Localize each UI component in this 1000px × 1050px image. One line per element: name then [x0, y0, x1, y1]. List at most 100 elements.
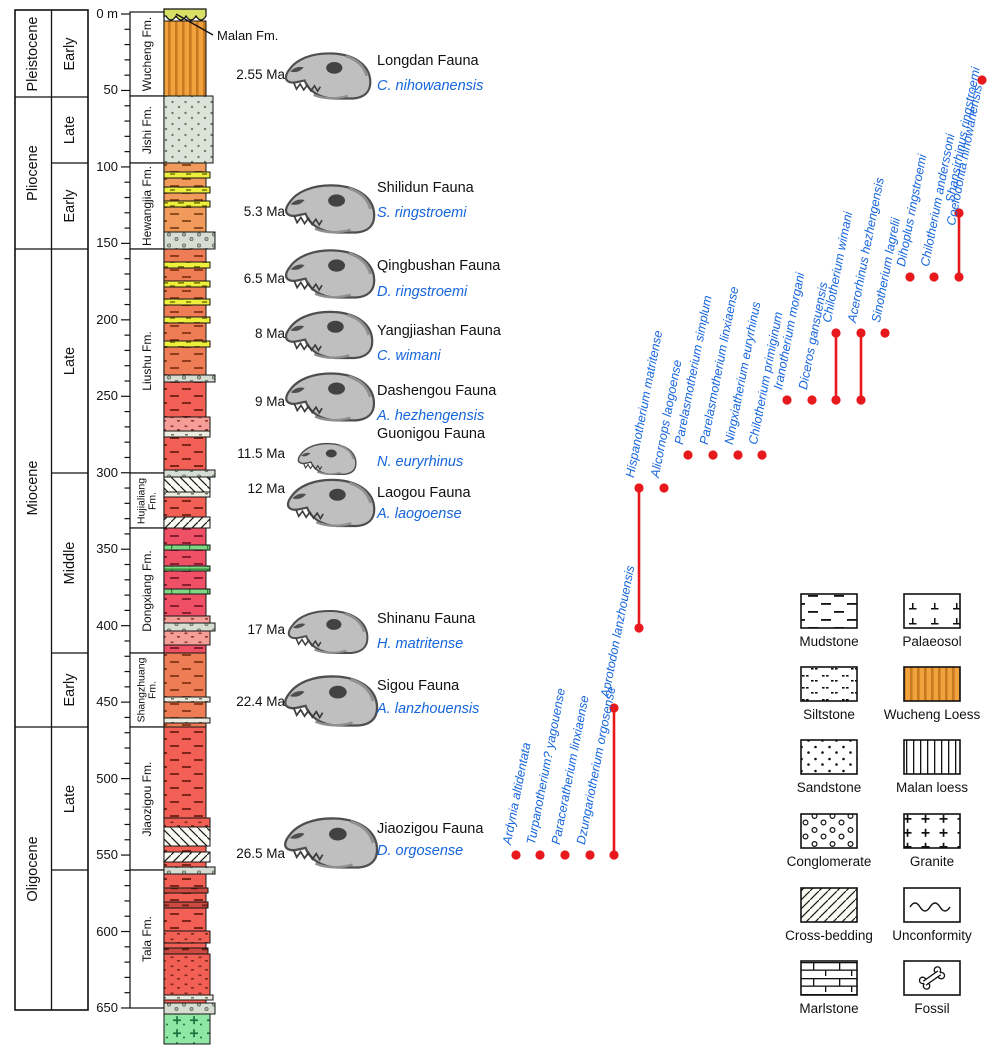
lith-bed-mud_orange: [163, 206, 207, 233]
lith-bed-mud_orange: [163, 177, 207, 188]
range-dot: [609, 850, 619, 860]
lith-bed-palaeosol: [163, 298, 211, 306]
formation-box: [129, 472, 165, 529]
range-dot: [929, 272, 939, 282]
legend-swatch-siltstone: [800, 666, 858, 702]
formation-box: [129, 652, 165, 728]
lith-bed-crossbed_l: [163, 476, 211, 493]
unconformity-wave-icon: [909, 902, 951, 912]
malan-callout-line: [175, 13, 214, 36]
lith-bed-darkred: [163, 887, 209, 894]
lith-bed-granite: [163, 1013, 211, 1045]
range-dot: [977, 75, 987, 85]
lith-bed-mud_salmon: [163, 701, 207, 719]
range-dot: [807, 395, 817, 405]
range-dot: [856, 328, 866, 338]
lith-bed-marl_green: [163, 544, 211, 551]
legend-swatch-crossbedding: [800, 887, 858, 923]
lith-bed-mud_crimson: [163, 570, 207, 590]
lith-bed-mud_crimson: [163, 593, 207, 617]
lith-bed-palaeosol: [163, 316, 211, 324]
legend-swatch-granite: [903, 813, 961, 849]
lith-bed-mud_salmon: [163, 322, 207, 342]
range-dot: [585, 850, 595, 860]
legend-swatch-mudstone: [800, 593, 858, 629]
range-dot: [954, 208, 964, 218]
lith-bed-palaeosol: [163, 261, 211, 269]
range-dot: [831, 395, 841, 405]
lith-bed-darkred: [163, 947, 209, 955]
lith-bed-mud_salmon: [163, 248, 207, 263]
lith-bed-mud_red: [163, 436, 207, 471]
lith-bed-mud_salmon: [163, 652, 207, 698]
range-dot: [782, 395, 792, 405]
range-dot: [511, 850, 521, 860]
legend-swatch-conglomerate: [800, 813, 858, 849]
lith-bed-congl: [163, 1002, 216, 1015]
lith-bed-mud_red: [163, 907, 207, 932]
lith-bed-mud_red: [163, 892, 207, 903]
lith-bed-palaeosol: [163, 171, 211, 179]
lith-bed-mud_crimson: [163, 644, 207, 654]
lith-bed-mud_red: [163, 726, 207, 819]
formation-box: [129, 11, 165, 97]
formation-box: [129, 527, 165, 654]
formation-box: [129, 726, 165, 871]
legend-swatch-wucheng: [903, 666, 961, 702]
lith-bed-mud_red: [163, 861, 207, 868]
range-dot: [856, 395, 866, 405]
lith-bed-silt_white: [163, 717, 211, 724]
range-dot: [905, 272, 915, 282]
lith-bed-mud_salmon: [163, 346, 207, 376]
range-dot: [708, 450, 718, 460]
lith-bed-congl: [163, 231, 216, 250]
lith-bed-congl: [163, 374, 216, 383]
skull-icon: [283, 674, 379, 728]
lith-bed-palaeosol: [163, 340, 211, 348]
range-dot: [634, 623, 644, 633]
skull-icon: [284, 248, 376, 299]
fossil-bone-icon: [918, 966, 946, 990]
skull-icon: [287, 609, 369, 655]
lith-bed-crossbed_l: [163, 826, 211, 847]
lith-bed-mud_red: [163, 381, 207, 418]
lith-bed-congl: [163, 622, 216, 632]
formation-box: [129, 162, 165, 250]
lith-bed-mud_red: [163, 845, 207, 853]
lith-bed-wucheng: [163, 20, 207, 97]
lith-bed-silt_white: [163, 430, 211, 438]
range-dot: [954, 272, 964, 282]
legend-swatch-marlstone: [800, 960, 858, 996]
lith-bed-silt_red: [163, 817, 211, 828]
lith-bed-mud_red: [163, 496, 207, 518]
legend-swatch-palaeosol: [903, 593, 961, 629]
range-dot: [880, 328, 890, 338]
range-dot: [634, 483, 644, 493]
lith-bed-mud_salmon: [163, 267, 207, 282]
skull-icon: [284, 183, 376, 234]
lith-bed-jishi: [163, 95, 214, 164]
skull-icon: [284, 372, 376, 422]
lith-bed-silt_pink: [163, 630, 211, 646]
lith-bed-mud_crimson: [163, 549, 207, 567]
range-dot: [535, 850, 545, 860]
range-dot: [831, 328, 841, 338]
range-dot: [757, 450, 767, 460]
formation-box: [129, 95, 165, 164]
lith-bed-palaeosol: [163, 186, 211, 194]
lith-bed-darkred: [163, 901, 209, 909]
lith-bed-mud_orange: [163, 162, 207, 173]
formation-box: [129, 869, 165, 1009]
skull-icon: [283, 816, 379, 869]
range-dot: [683, 450, 693, 460]
skull-icon: [297, 442, 358, 476]
lith-bed-silt_red: [163, 953, 211, 996]
lith-bed-mud_salmon: [163, 304, 207, 318]
lith-bed-crossbed_r: [163, 851, 211, 863]
lith-bed-congl: [163, 469, 216, 478]
range-dot: [659, 483, 669, 493]
lith-bed-silt_white: [163, 491, 211, 498]
range-dot: [609, 703, 619, 713]
skull-icon: [284, 51, 372, 100]
